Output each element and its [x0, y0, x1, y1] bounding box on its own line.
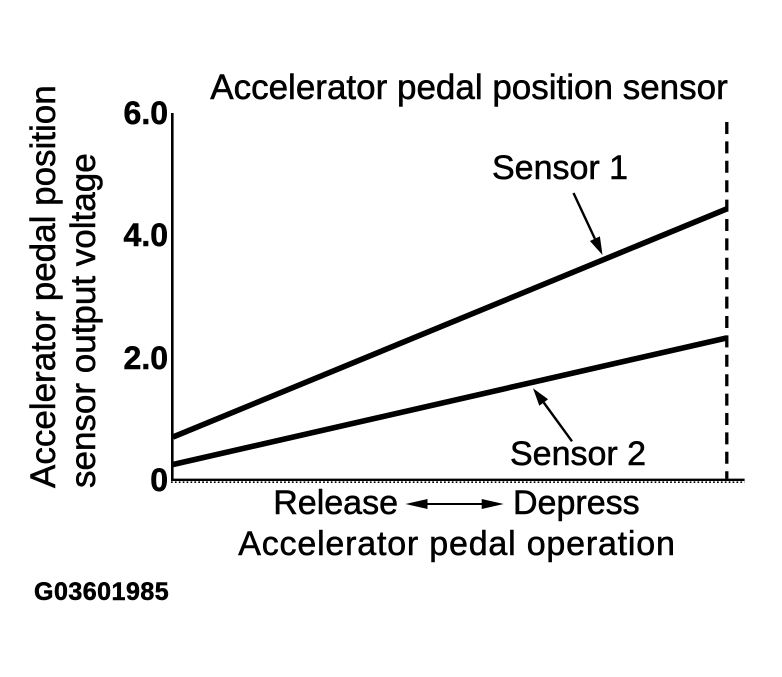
- series-label-sensor1: Sensor 1: [492, 149, 629, 187]
- figure-id: G03601985: [34, 578, 170, 606]
- y-axis-title-line-1: Accelerator pedal position: [24, 85, 64, 488]
- y-tick-label: 2.0: [123, 339, 168, 376]
- x-axis-title: Accelerator pedal operation: [238, 525, 676, 563]
- series-label-sensor2: Sensor 2: [510, 435, 647, 473]
- sensor1-annotation-arrow: [572, 192, 603, 255]
- sensor2-data-line: [172, 335, 728, 468]
- x-axis-depress-label: Depress: [513, 484, 640, 522]
- y-tick-label: 6.0: [123, 95, 168, 132]
- y-axis-title: Accelerator pedal position sensor output…: [24, 68, 104, 488]
- sensor2-annotation-arrow: [533, 388, 573, 443]
- y-tick-label: 0: [150, 461, 168, 498]
- chart-title: Accelerator pedal position sensor: [210, 68, 728, 107]
- y-axis-title-line-2: sensor output voltage: [64, 153, 104, 488]
- sensor1-data-line: [171, 206, 728, 440]
- y-tick-label: 4.0: [123, 217, 168, 254]
- release-depress-double-arrow: [405, 499, 504, 509]
- x-axis-release-label: Release: [273, 484, 398, 522]
